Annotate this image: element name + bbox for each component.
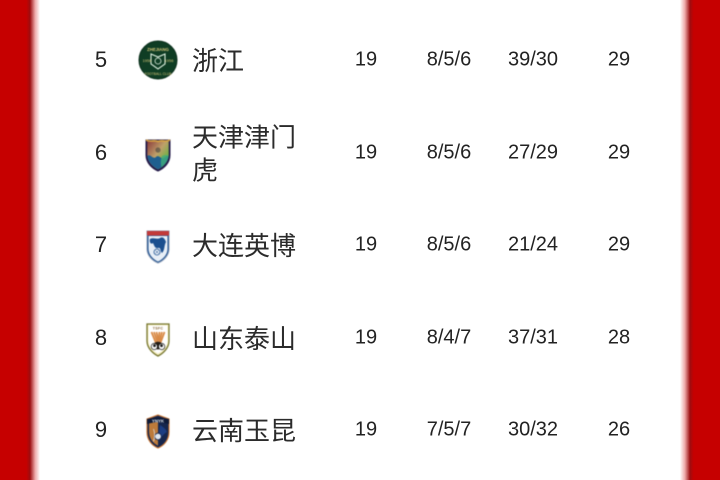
svg-text:ZHEJIANG: ZHEJIANG [147, 47, 169, 52]
svg-text:TSFC: TSFC [153, 327, 164, 331]
svg-text:1956: 1956 [165, 58, 175, 63]
svg-text:FOOTBALL CLUB: FOOTBALL CLUB [145, 72, 173, 76]
svg-text:YNYK: YNYK [152, 419, 165, 424]
svg-text:1956: 1956 [143, 58, 153, 63]
